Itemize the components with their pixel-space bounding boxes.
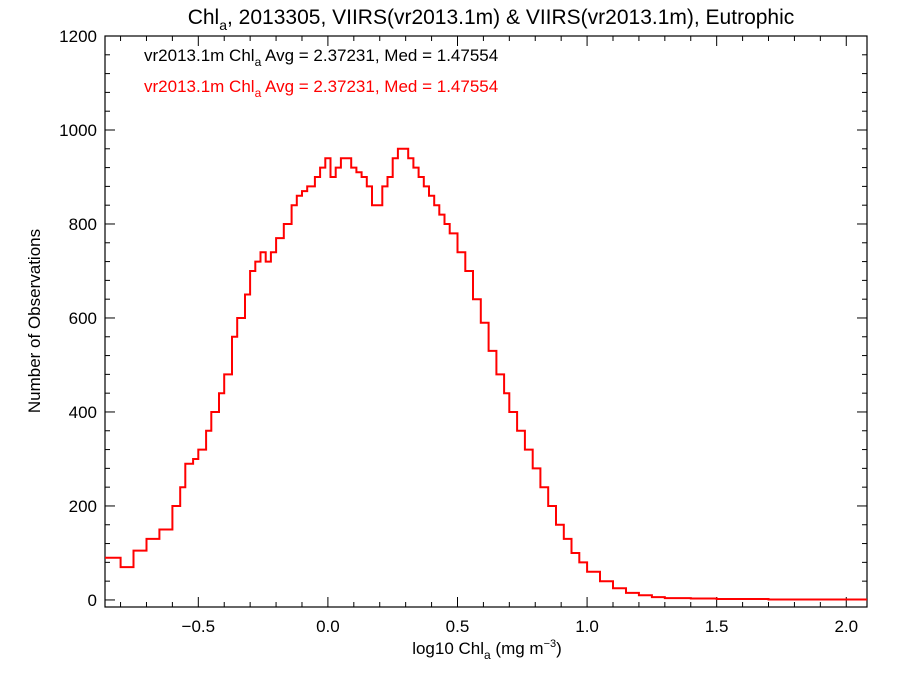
x-tick-label: 2.0 [834, 617, 858, 636]
chart-title-subscript: a [219, 17, 227, 33]
plot-frame [104, 35, 868, 608]
x-tick-label: 0.5 [446, 617, 470, 636]
legend-entry-red: vr2013.1m Chla Avg = 2.37231, Med = 1.47… [144, 77, 498, 100]
x-tick-label: 0.0 [316, 617, 340, 636]
legend-entry-black-prefix: vr2013.1m Chl [144, 46, 255, 65]
chart-title-suffix: , 2013305, VIIRS(vr2013.1m) & VIIRS(vr20… [227, 6, 794, 29]
x-tick-label: 1.0 [575, 617, 599, 636]
legend-entry-red-subscript: a [255, 86, 262, 100]
x-axis-label-prefix: log10 Chl [412, 639, 484, 658]
y-tick-label: 800 [69, 215, 97, 234]
chart-title-prefix: Chl [188, 6, 220, 29]
x-axis-label-subscript: a [484, 648, 491, 662]
y-tick-label: 400 [69, 403, 97, 422]
x-tick-label: 1.5 [705, 617, 729, 636]
y-tick-label: 1000 [59, 121, 97, 140]
series-line [105, 147, 867, 601]
y-tick-label: 0 [88, 591, 97, 610]
series-group [105, 147, 867, 601]
legend-entry-black-suffix: Avg = 2.37231, Med = 1.47554 [261, 46, 498, 65]
x-tick-label: −0.5 [182, 617, 216, 636]
axis-ticks: −0.5 0.0 0.5 1.0 1.5 2.0 0 200 400 600 800 1000 1200 [59, 27, 867, 636]
y-tick-label: 1200 [59, 27, 97, 46]
y-tick-label: 200 [69, 497, 97, 516]
y-tick-label: 600 [69, 309, 97, 328]
x-axis-label-close: ) [556, 639, 562, 658]
x-axis-label-superscript: −3 [544, 638, 557, 650]
legend-entry-red-prefix: vr2013.1m Chl [144, 77, 255, 96]
legend-entry-black: vr2013.1m Chla Avg = 2.37231, Med = 1.47… [144, 46, 498, 69]
x-axis-label-suffix: (mg m [491, 639, 544, 658]
x-axis-label: log10 Chla (mg m−3) [412, 638, 562, 662]
chart-title: Chla, 2013305, VIIRS(vr2013.1m) & VIIRS(… [188, 6, 795, 33]
legend-entry-red-suffix: Avg = 2.37231, Med = 1.47554 [261, 77, 498, 96]
y-axis-label: Number of Observations [25, 229, 44, 413]
legend-entry-black-subscript: a [255, 55, 262, 69]
